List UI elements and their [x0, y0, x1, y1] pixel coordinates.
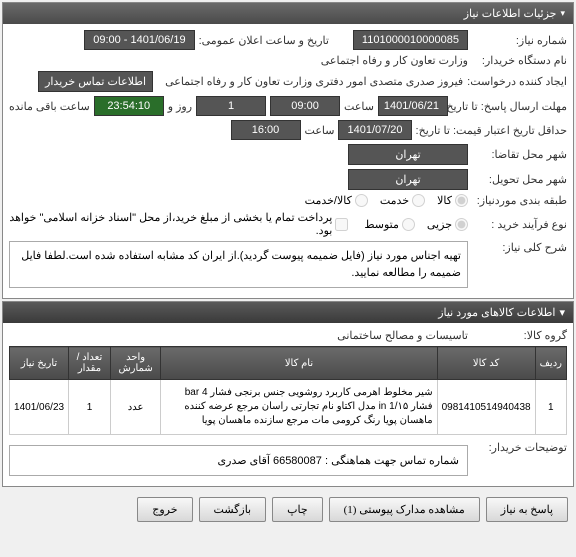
- th-code: کد کالا: [437, 347, 535, 380]
- purchase-type-label: نوع فرآیند خرید :: [472, 218, 567, 231]
- deadline-time-value: 09:00: [270, 96, 340, 116]
- cell-idx: 1: [535, 380, 566, 435]
- radio-service[interactable]: خدمت: [380, 194, 425, 207]
- cell-unit: عدد: [110, 380, 161, 435]
- requester-label: ایجاد کننده درخواست:: [467, 75, 567, 88]
- buyer-contact-link[interactable]: اطلاعات تماس خریدار: [38, 71, 153, 92]
- days-value: 1: [196, 96, 266, 116]
- delivery-city-label: شهر محل تحویل:: [472, 173, 567, 186]
- buyer-notes-label: توضیحات خریدار:: [472, 441, 567, 454]
- remaining-time-value: 23:54:10: [94, 96, 164, 116]
- th-qty: تعداد / مقدار: [69, 347, 111, 380]
- radio-goods-service[interactable]: کالا/خدمت: [305, 194, 368, 207]
- checkbox-treasury-payment[interactable]: پرداخت تمام یا بخشی از مبلغ خرید،از محل …: [9, 211, 348, 237]
- th-unit: واحد شمارش: [110, 347, 161, 380]
- request-city-label: شهر محل تقاضا:: [472, 148, 567, 161]
- goods-table: ردیف کد کالا نام کالا واحد شمارش تعداد /…: [9, 346, 567, 435]
- request-city-value: تهران: [348, 144, 468, 165]
- exit-button[interactable]: خروج: [137, 497, 192, 522]
- deadline-label: مهلت ارسال پاسخ: تا تاریخ:: [452, 100, 567, 113]
- collapse-arrow-icon: ▾: [560, 8, 565, 19]
- cell-date: 1401/06/23: [10, 380, 69, 435]
- back-button[interactable]: بازگشت: [199, 497, 267, 522]
- radio-goods[interactable]: کالا: [437, 194, 468, 207]
- view-attachments-button[interactable]: مشاهده مدارک پیوستی (1): [329, 497, 480, 522]
- validity-date-value: 1401/07/20: [338, 120, 411, 140]
- cell-qty: 1: [69, 380, 111, 435]
- need-class-radio-group: کالا خدمت کالا/خدمت: [305, 194, 468, 207]
- goods-panel-title: اطلاعات کالاهای مورد نیاز: [438, 306, 555, 319]
- panel-title: جزئیات اطلاعات نیاز: [464, 7, 557, 20]
- delivery-city-value: تهران: [348, 169, 468, 190]
- th-name: نام کالا: [161, 347, 437, 380]
- th-row: ردیف: [535, 347, 566, 380]
- respond-button[interactable]: پاسخ به نیاز: [486, 497, 568, 522]
- goods-group-value: تاسیسات و مصالح ساختمانی: [337, 329, 468, 342]
- remaining-label: ساعت باقی مانده: [9, 100, 90, 113]
- panel-header-need-details: ▾ جزئیات اطلاعات نیاز: [3, 3, 573, 24]
- cell-name: شیر مخلوط اهرمی کاربرد روشویی جنس برنجی …: [161, 380, 437, 435]
- deadline-time-label: ساعت: [344, 100, 374, 113]
- description-label: شرح کلی نیاز:: [472, 241, 567, 254]
- purchase-type-radio-group: جزیی متوسط: [364, 218, 468, 231]
- validity-time-value: 16:00: [231, 120, 301, 140]
- th-date: تاریخ نیاز: [10, 347, 69, 380]
- print-button[interactable]: چاپ: [272, 497, 323, 522]
- validity-time-label: ساعت: [305, 124, 335, 137]
- buyer-value: وزارت تعاون کار و رفاه اجتماعی: [321, 54, 468, 67]
- goods-group-label: گروه کالا:: [472, 329, 567, 342]
- need-class-label: طبقه بندی موردنیاز:: [472, 194, 567, 207]
- need-number-label: شماره نیاز:: [472, 34, 567, 47]
- button-bar: پاسخ به نیاز مشاهده مدارک پیوستی (1) چاپ…: [0, 489, 576, 530]
- days-label: روز و: [168, 100, 192, 113]
- radio-medium[interactable]: متوسط: [364, 218, 415, 231]
- panel-header-goods-info: ▾ اطلاعات کالاهای مورد نیاز: [3, 302, 573, 323]
- table-row: 1 0981410514940438 شیر مخلوط اهرمی کاربر…: [10, 380, 567, 435]
- description-text: تهیه اجناس مورد نیاز (فایل ضمیمه پیوست گ…: [9, 241, 468, 288]
- buyer-label: نام دستگاه خریدار:: [472, 54, 567, 67]
- buyer-contact-note: شماره تماس جهت هماهنگی : 66580087 آقای ص…: [9, 445, 468, 476]
- need-number-value: 1101000010000085: [353, 30, 468, 50]
- requester-value: فیروز صدری متصدی امور دفتری وزارت تعاون …: [165, 75, 463, 88]
- announcement-date-label: تاریخ و ساعت اعلان عمومی:: [199, 34, 329, 47]
- radio-minor[interactable]: جزیی: [427, 218, 468, 231]
- collapse-arrow-icon: ▾: [559, 306, 565, 319]
- deadline-date-value: 1401/06/21: [378, 96, 448, 116]
- validity-label: حداقل تاریخ اعتبار قیمت: تا تاریخ:: [416, 124, 567, 137]
- cell-code: 0981410514940438: [437, 380, 535, 435]
- announcement-date-value: 1401/06/19 - 09:00: [84, 30, 194, 50]
